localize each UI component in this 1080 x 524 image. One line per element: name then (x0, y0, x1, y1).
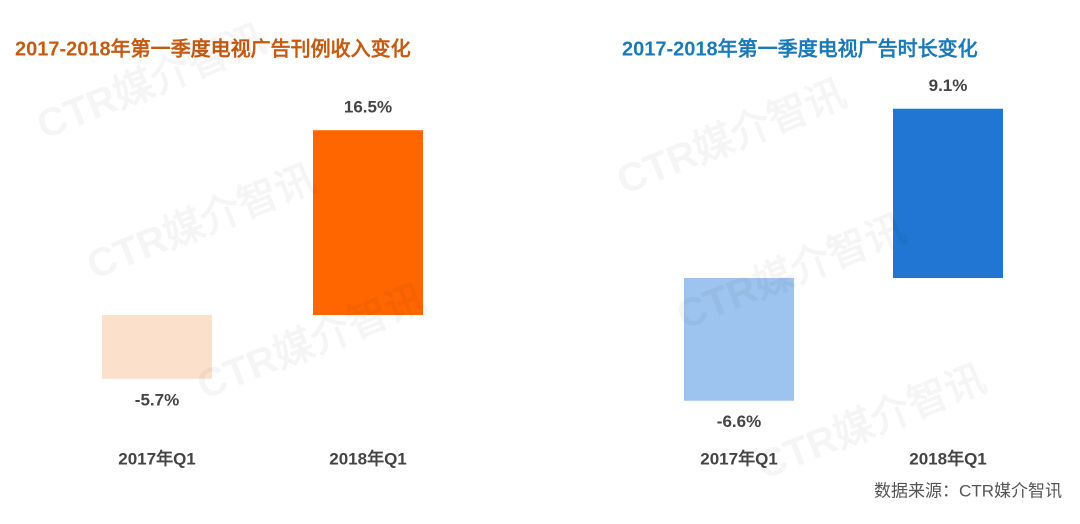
watermark: CTR媒介智讯 (81, 157, 322, 289)
x-tick-label: 2018年Q1 (909, 448, 987, 468)
bar (313, 130, 423, 315)
x-tick-label: 2017年Q1 (700, 448, 778, 468)
watermark: CTR媒介智讯 (191, 277, 432, 409)
chart-title: 2017-2018年第一季度电视广告刊例收入变化 (15, 36, 411, 60)
watermark: CTR媒介智讯 (31, 17, 272, 149)
chart-title: 2017-2018年第一季度电视广告时长变化 (622, 36, 978, 60)
bar (102, 315, 212, 379)
watermark: CTR媒介智讯 (611, 72, 852, 204)
x-tick-label: 2017年Q1 (118, 448, 196, 468)
value-label: -6.6% (717, 412, 761, 431)
bar (893, 108, 1003, 279)
value-label: 16.5% (344, 98, 392, 117)
x-tick-label: 2018年Q1 (329, 448, 407, 468)
source-note: 数据来源：CTR媒介智讯 (874, 481, 1062, 500)
bar (684, 278, 794, 401)
value-label: -5.7% (135, 390, 179, 409)
value-label: 9.1% (929, 76, 968, 95)
